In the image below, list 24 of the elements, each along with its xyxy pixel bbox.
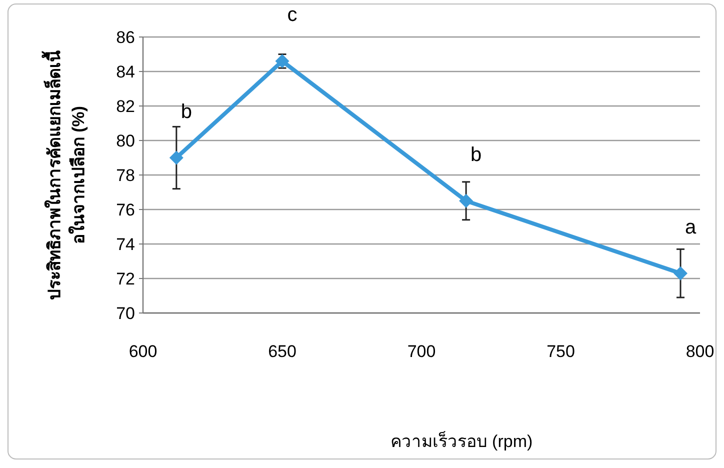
x-tick-label: 600 bbox=[128, 342, 158, 361]
x-tick-label: 800 bbox=[686, 342, 714, 361]
x-tick-label: 650 bbox=[268, 342, 296, 361]
annotation: c bbox=[287, 4, 298, 26]
x-axis-title: ความเร็วรอบ (rpm) bbox=[390, 430, 533, 451]
annotation: a bbox=[684, 216, 697, 238]
y-tick-label: 74 bbox=[116, 235, 135, 254]
y-tick-label: 72 bbox=[116, 270, 135, 288]
y-tick-label: 78 bbox=[116, 166, 135, 185]
point bbox=[459, 194, 474, 208]
y-tick-label: 76 bbox=[116, 200, 135, 220]
y-tick-label: 86 bbox=[116, 28, 135, 47]
annotation: b bbox=[180, 100, 192, 123]
point bbox=[275, 54, 290, 68]
point bbox=[169, 150, 184, 165]
y-tick-label: 82 bbox=[116, 97, 135, 116]
point bbox=[674, 266, 688, 280]
y-tick-label: 84 bbox=[116, 62, 135, 82]
y-axis-title: ประสิทธิภาพในการคัดแยกเมล็ดเนื้อในจากเปลือก (%) bbox=[41, 50, 88, 300]
x-tick-label: 700 bbox=[407, 342, 436, 361]
y-tick-label: 80 bbox=[116, 132, 135, 150]
x-tick-label: 750 bbox=[546, 342, 575, 361]
y-tick-label: 70 bbox=[116, 304, 135, 323]
annotation: b bbox=[470, 144, 482, 166]
